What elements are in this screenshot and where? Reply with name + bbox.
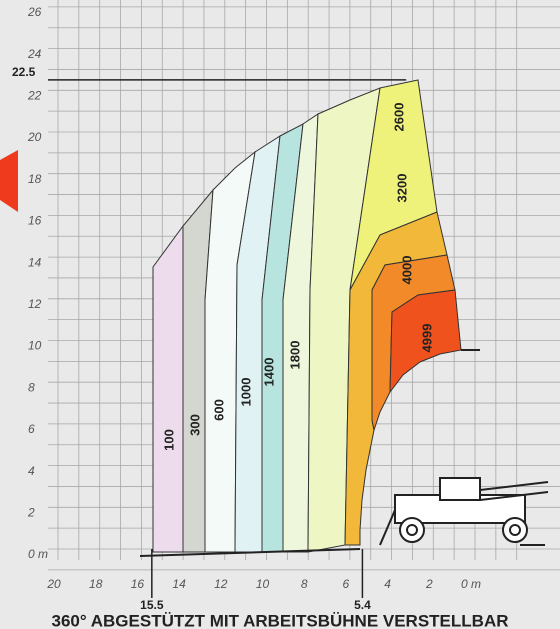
zone-label: 600: [211, 399, 226, 421]
x-tick-label: 12: [214, 577, 228, 591]
y-tick-label: 6: [28, 422, 35, 436]
y-tick-label: 22: [27, 88, 42, 102]
x-tick-label: 20: [46, 577, 61, 591]
red-arrow: [0, 150, 18, 212]
y-tick-label: 2: [27, 505, 35, 519]
marker-label: 15.5: [140, 598, 164, 612]
zone-label: 1000: [238, 378, 253, 407]
y-tick-label: 4: [28, 464, 35, 478]
zone-label: 1800: [287, 341, 302, 370]
x-tick-label: 18: [89, 577, 103, 591]
y-tick-label: 14: [28, 255, 42, 269]
zone-label: 1400: [261, 358, 276, 387]
x-tick-label: 4: [384, 577, 391, 591]
y-tick-label: 18: [28, 172, 42, 186]
title: 360° ABGESTÜTZT MIT ARBEITSBÜHNE VERSTEL…: [51, 611, 508, 629]
marker-label: 5.4: [354, 598, 371, 612]
zone-label: 3200: [394, 174, 409, 203]
x-tick-label: 16: [131, 577, 145, 591]
zone-label: 300: [187, 414, 202, 436]
y-tick-label: 20: [27, 130, 42, 144]
x-tick-label: 10: [256, 577, 270, 591]
zone-label: 100: [161, 429, 176, 451]
zones: [153, 80, 461, 552]
x-tick-label: 8: [301, 577, 308, 591]
marker-label: 22.5: [12, 65, 36, 79]
zone-label: 4999: [419, 324, 434, 353]
zone-label: 2600: [391, 103, 406, 132]
x-tick-label: 14: [172, 577, 186, 591]
y-tick-label: 10: [28, 339, 42, 353]
y-tick-label: 24: [27, 47, 42, 61]
zone: [153, 226, 183, 552]
x-tick-label: 2: [425, 577, 433, 591]
y-tick-label: 0 m: [28, 547, 48, 561]
load-chart: 0 m2468101214161820222426201816141210864…: [0, 0, 560, 629]
y-tick-label: 8: [28, 380, 35, 394]
y-tick-label: 12: [28, 297, 42, 311]
y-tick-label: 26: [27, 5, 42, 19]
x-tick-label: 0 m: [461, 577, 481, 591]
zone-label: 4000: [399, 256, 414, 285]
x-tick-label: 6: [343, 577, 350, 591]
page: {"y_axis": {"ticks": [{"value": 0, "labe…: [0, 0, 560, 629]
telehandler: [380, 478, 548, 545]
y-tick-label: 16: [28, 214, 42, 228]
